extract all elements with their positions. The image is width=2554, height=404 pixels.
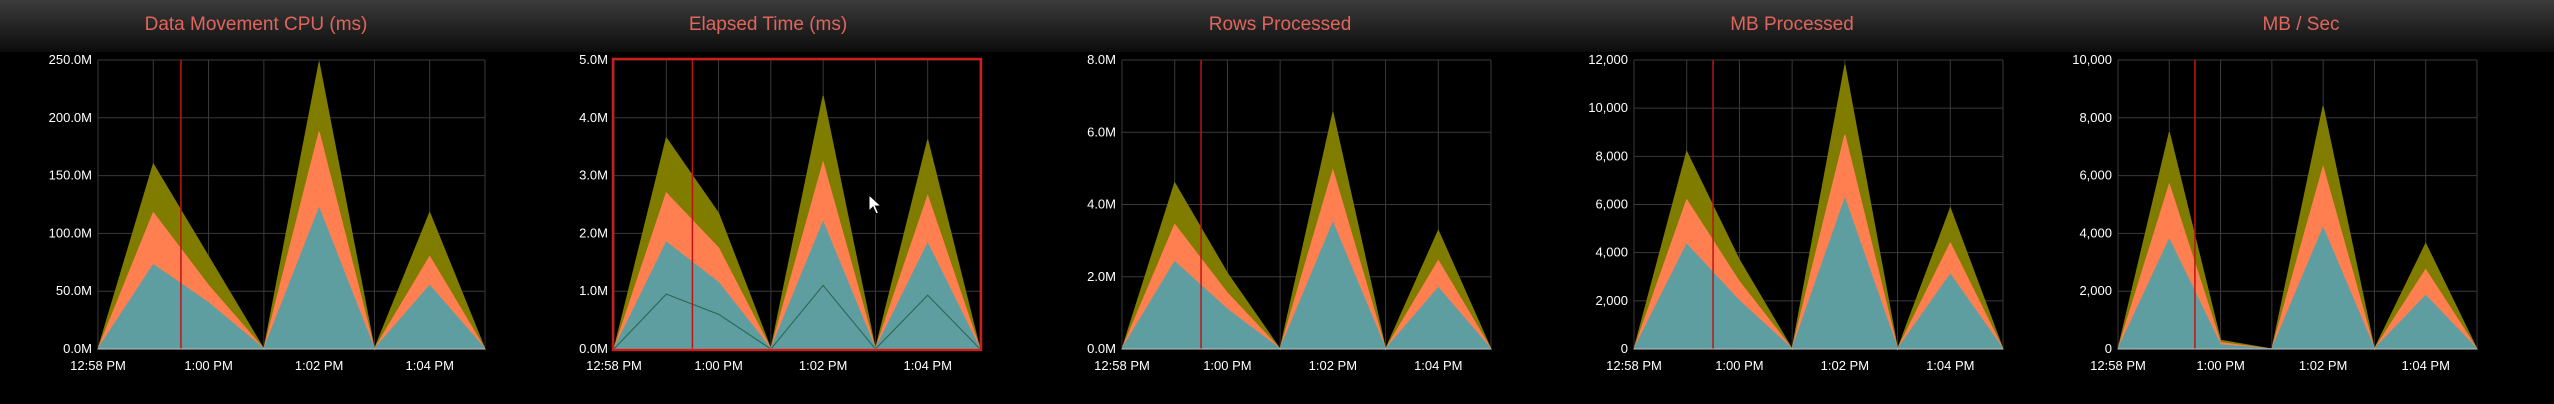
chart-panel-2: Elapsed Time (ms) 0.0M 1.0M 2.0M 3.0M 4.0M 5.0… [512, 0, 1024, 404]
x-tick-label: 1:04 PM [1414, 358, 1462, 373]
x-tick-label: 1:00 PM [2196, 358, 2244, 373]
y-tick-label: 2.0M [579, 225, 608, 240]
area-chart[interactable]: 0 2,000 4,000 6,000 8,000 10,000 12:58 PM 1:00 … [2048, 0, 2554, 404]
series-area-3 [2117, 226, 2479, 350]
x-tick-label: 12:58 PM [2090, 358, 2146, 373]
y-tick-label: 4.0M [1087, 197, 1116, 212]
x-tick-label: 1:04 PM [2402, 358, 2450, 373]
header-bar [0, 0, 2554, 52]
chart-panel-5: MB / Sec 0 2,000 4,000 6,000 8,000 10,000 12:58… [2048, 0, 2554, 404]
y-tick-label: 6,000 [2079, 168, 2112, 183]
y-tick-label: 6.0M [1087, 124, 1116, 139]
x-tick-label: 1:02 PM [1309, 358, 1357, 373]
area-chart[interactable]: 0 2,000 4,000 6,000 8,000 10,000 12,000 12:58 P… [1536, 0, 2048, 404]
area-chart[interactable]: 0.0M 50.0M 100.0M 150.0M 200.0M 250.0M 12:58 P… [0, 0, 512, 404]
x-tick-label: 12:58 PM [1606, 358, 1662, 373]
y-tick-label: 200.0M [49, 110, 92, 125]
x-tick-label: 1:02 PM [2299, 358, 2347, 373]
y-tick-label: 6,000 [1595, 197, 1628, 212]
chart-panel-1: Data Movement CPU (ms) 0.0M 50.0M 100.0M 150… [0, 0, 512, 404]
y-tick-label: 4,000 [1595, 245, 1628, 260]
y-tick-label: 5.0M [579, 52, 608, 67]
chart-panel-3: Rows Processed 0.0M 2.0M 4.0M 6.0M 8.0M 12:58 … [1024, 0, 1536, 404]
y-tick-label: 4.0M [579, 110, 608, 125]
y-tick-label: 1.0M [579, 283, 608, 298]
x-tick-label: 1:00 PM [1203, 358, 1251, 373]
y-tick-label: 0 [1621, 341, 1628, 356]
x-tick-label: 1:04 PM [1926, 358, 1974, 373]
arrow-cursor-icon [868, 193, 883, 215]
y-tick-label: 150.0M [49, 168, 92, 183]
series-area-4 [612, 284, 982, 350]
x-tick-label: 1:02 PM [1821, 358, 1869, 373]
area-chart[interactable]: 0.0M 1.0M 2.0M 3.0M 4.0M 5.0M 12:58 PM 1:00 PM 1… [512, 0, 1024, 404]
x-tick-label: 1:00 PM [1715, 358, 1763, 373]
selected-chart-border [611, 57, 983, 352]
y-tick-label: 12,000 [1588, 52, 1628, 67]
x-tick-label: 1:00 PM [694, 358, 742, 373]
y-tick-label: 0 [2105, 341, 2112, 356]
y-tick-label: 0.0M [63, 341, 92, 356]
series-area-2 [2117, 165, 2478, 351]
y-tick-label: 10,000 [2072, 52, 2112, 67]
chart-title: Elapsed Time (ms) [688, 14, 848, 35]
series-area-3 [97, 206, 487, 350]
x-tick-label: 1:02 PM [799, 358, 847, 373]
y-tick-label: 4,000 [2079, 225, 2112, 240]
y-tick-label: 2,000 [2079, 283, 2112, 298]
x-tick-label: 1:04 PM [904, 358, 952, 373]
y-tick-label: 10,000 [1588, 100, 1628, 115]
chart-title: Data Movement CPU (ms) [144, 14, 368, 35]
y-tick-label: 0.0M [1087, 341, 1116, 356]
y-tick-label: 2.0M [1087, 269, 1116, 284]
series-area-3 [1633, 196, 2004, 351]
series-area-3 [613, 220, 981, 351]
series-area-3 [1121, 221, 1493, 350]
x-tick-label: 12:58 PM [70, 358, 126, 373]
chart-title: Rows Processed [1208, 14, 1352, 35]
y-tick-label: 3.0M [579, 168, 608, 183]
y-tick-label: 8,000 [2079, 110, 2112, 125]
chart-title: MB Processed [1730, 14, 1854, 35]
y-tick-label: 100.0M [49, 225, 92, 240]
y-tick-label: 2,000 [1595, 293, 1628, 308]
series-area-1 [2117, 106, 2478, 351]
x-tick-label: 12:58 PM [586, 358, 642, 373]
y-tick-label: 8.0M [1087, 52, 1116, 67]
y-tick-label: 50.0M [56, 283, 92, 298]
y-tick-label: 0.0M [579, 341, 608, 356]
x-tick-label: 12:58 PM [1094, 358, 1150, 373]
x-tick-label: 1:04 PM [406, 358, 454, 373]
y-tick-label: 250.0M [49, 52, 92, 67]
chart-panel-4: MB Processed 0 2,000 4,000 6,000 8,000 10,000 1… [1536, 0, 2048, 404]
y-tick-label: 8,000 [1595, 148, 1628, 163]
chart-title: MB / Sec [2262, 14, 2340, 35]
x-tick-label: 1:00 PM [184, 358, 232, 373]
x-tick-label: 1:02 PM [295, 358, 343, 373]
area-chart[interactable]: 0.0M 2.0M 4.0M 6.0M 8.0M 12:58 PM 1:00 PM 1:02 … [1024, 0, 1536, 404]
